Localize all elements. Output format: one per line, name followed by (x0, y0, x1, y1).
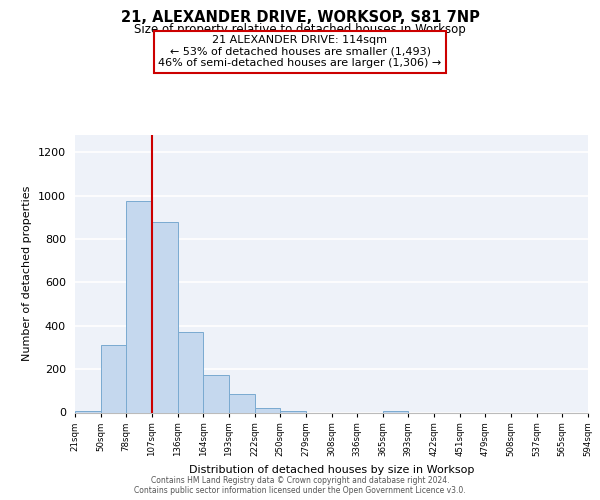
Bar (178, 332, 203, 412)
Bar (152, 222, 178, 412)
Bar (126, 201, 152, 412)
Bar (229, 394, 255, 412)
Text: 21 ALEXANDER DRIVE: 114sqm
← 53% of detached houses are smaller (1,493)
46% of s: 21 ALEXANDER DRIVE: 114sqm ← 53% of deta… (158, 35, 442, 68)
Y-axis label: Number of detached properties: Number of detached properties (22, 186, 32, 362)
Bar (203, 374, 229, 412)
X-axis label: Distribution of detached houses by size in Worksop: Distribution of detached houses by size … (189, 464, 474, 474)
Text: Size of property relative to detached houses in Worksop: Size of property relative to detached ho… (134, 22, 466, 36)
Text: Contains HM Land Registry data © Crown copyright and database right 2024.
Contai: Contains HM Land Registry data © Crown c… (134, 476, 466, 495)
Bar (101, 346, 126, 412)
Text: 21, ALEXANDER DRIVE, WORKSOP, S81 7NP: 21, ALEXANDER DRIVE, WORKSOP, S81 7NP (121, 10, 479, 25)
Bar (255, 408, 280, 412)
